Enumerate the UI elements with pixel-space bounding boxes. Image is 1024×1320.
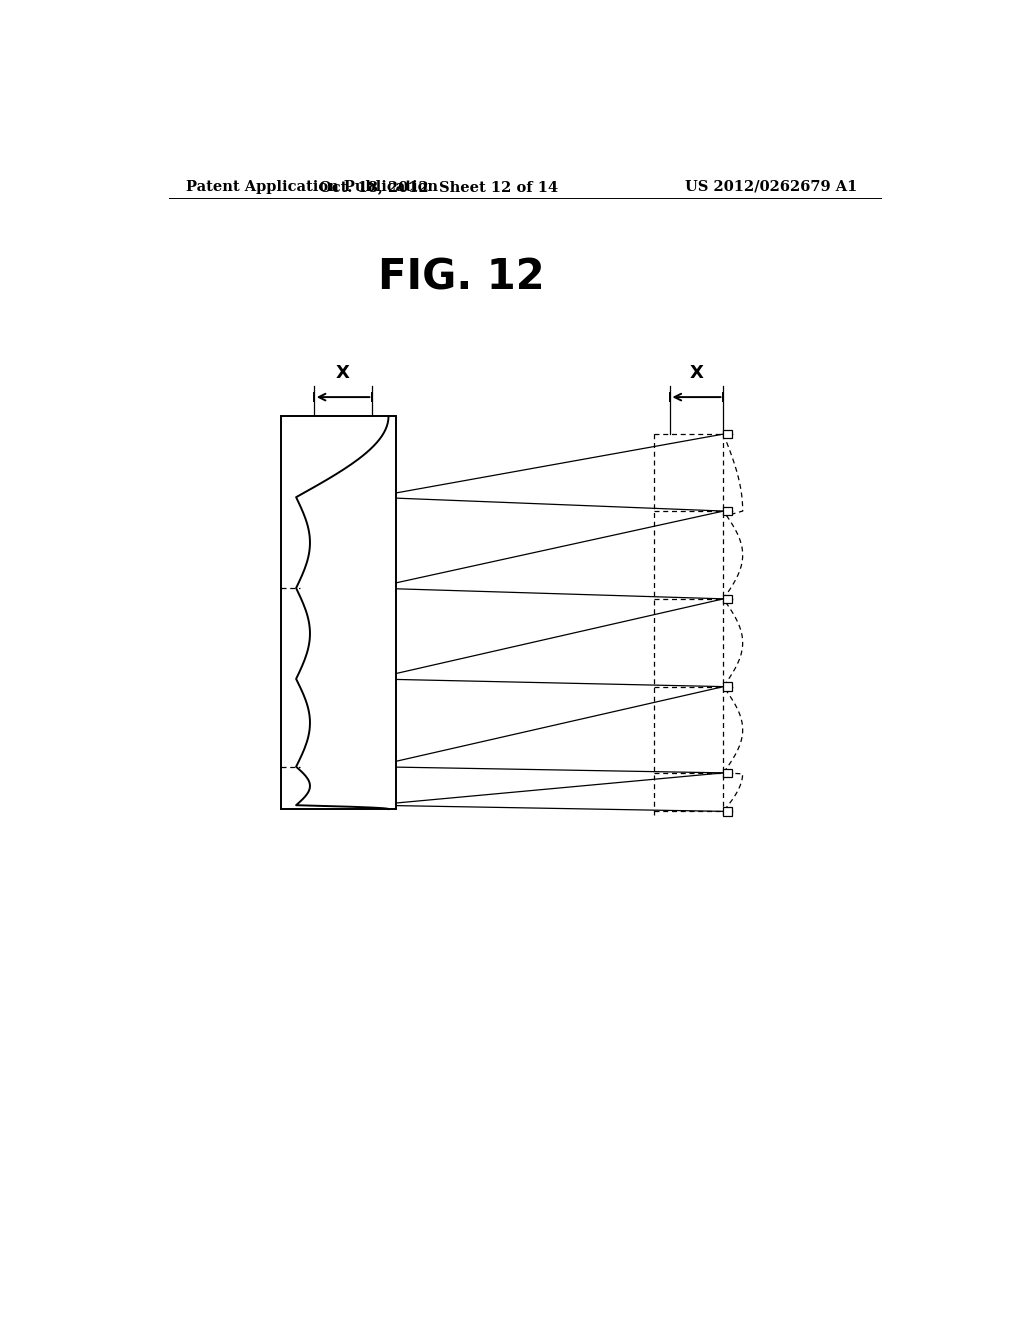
Text: X: X <box>336 364 350 381</box>
Bar <box>724 507 732 515</box>
Text: FIG. 12: FIG. 12 <box>378 257 545 298</box>
Text: Patent Application Publication: Patent Application Publication <box>186 180 438 194</box>
Bar <box>724 430 732 438</box>
Bar <box>724 682 732 690</box>
Bar <box>281 416 396 809</box>
Bar <box>724 768 732 777</box>
Text: X: X <box>689 364 703 381</box>
Text: US 2012/0262679 A1: US 2012/0262679 A1 <box>685 180 857 194</box>
Text: Oct. 18, 2012  Sheet 12 of 14: Oct. 18, 2012 Sheet 12 of 14 <box>319 180 558 194</box>
Bar <box>724 594 732 603</box>
Bar <box>724 807 732 816</box>
